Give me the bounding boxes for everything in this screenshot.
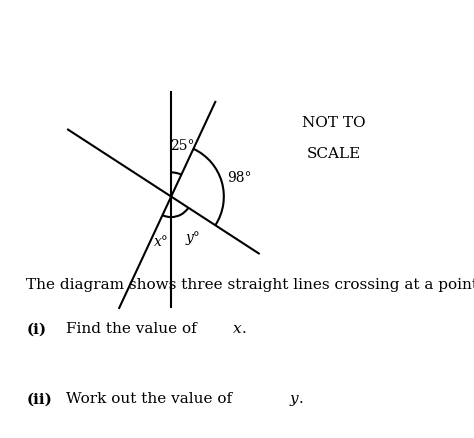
Text: x°: x° [154, 235, 169, 249]
Text: .: . [299, 392, 303, 406]
Text: y: y [290, 392, 298, 406]
Text: NOT TO: NOT TO [302, 116, 365, 130]
Text: (i): (i) [26, 321, 46, 336]
Text: x: x [233, 321, 241, 336]
Text: 25°: 25° [170, 138, 195, 152]
Text: Find the value of: Find the value of [66, 321, 201, 336]
Text: .: . [241, 321, 246, 336]
Text: 98°: 98° [227, 170, 252, 184]
Text: Work out the value of: Work out the value of [66, 392, 237, 406]
Text: (ii): (ii) [26, 392, 52, 406]
Text: The diagram shows three straight lines crossing at a point.: The diagram shows three straight lines c… [26, 278, 474, 292]
Text: SCALE: SCALE [307, 146, 361, 160]
Text: y°: y° [186, 230, 201, 244]
